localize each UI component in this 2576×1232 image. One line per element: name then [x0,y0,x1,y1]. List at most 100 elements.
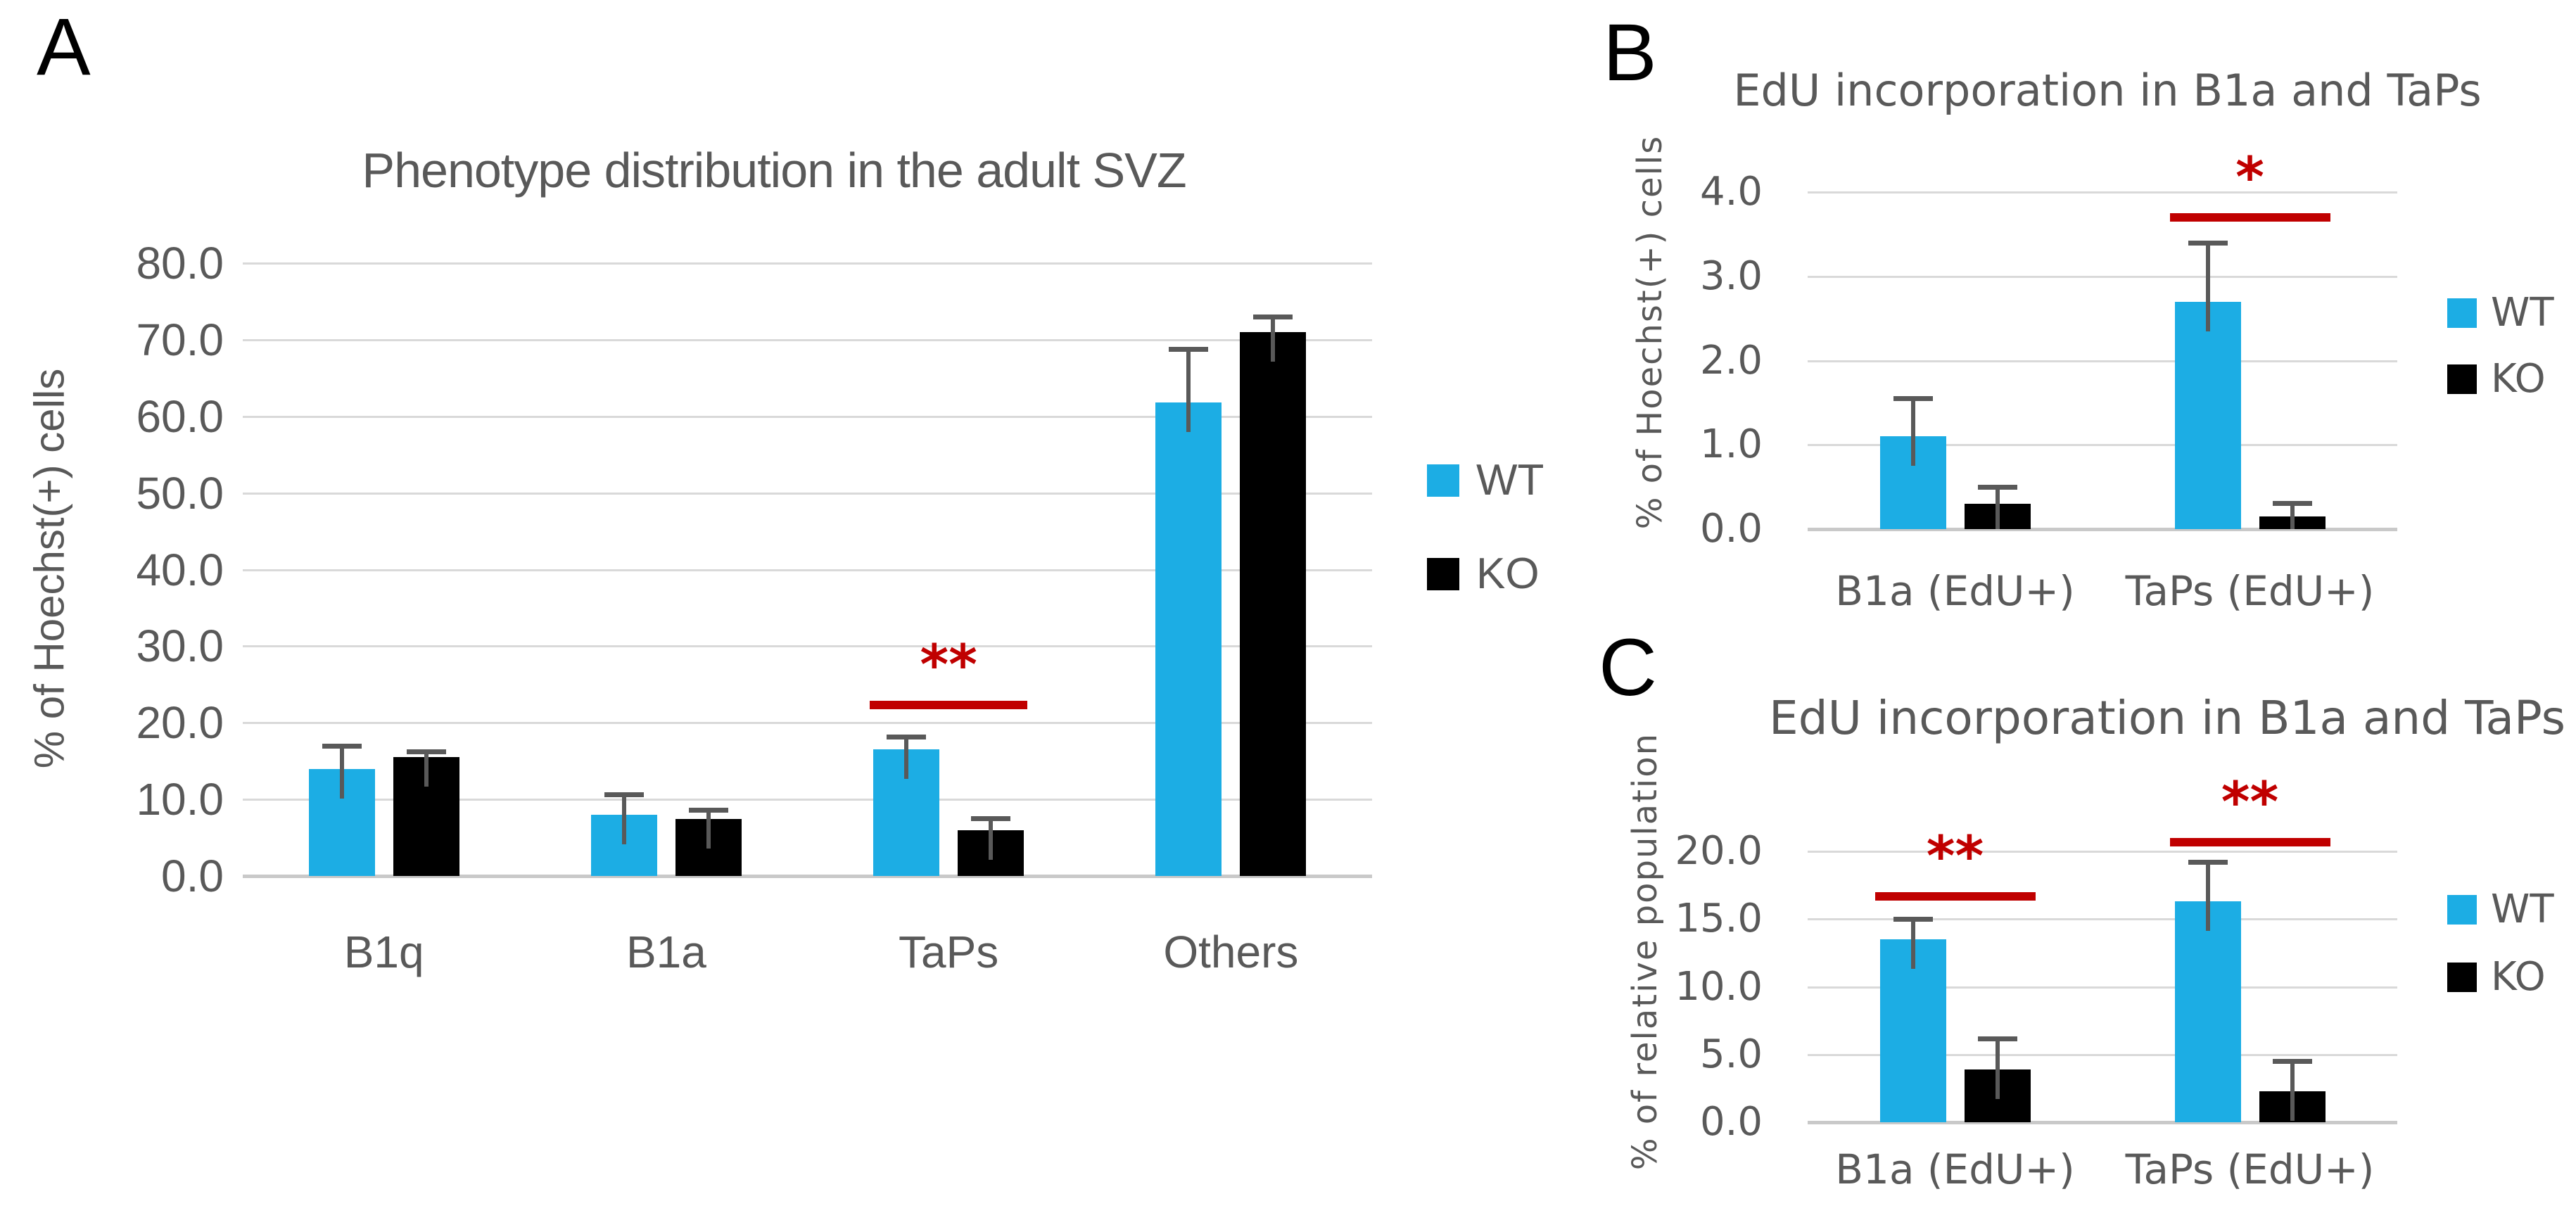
category-label: B1a (EdU+) [1835,567,2075,615]
significance-stars: ** [2221,770,2279,834]
error-bar-line-ko [1995,1038,2000,1099]
error-bar-cap-wt [1169,346,1209,352]
category-label: TaPs (EdU+) [2125,567,2375,615]
error-bar-line-wt [621,794,626,844]
y-tick-label: 3.0 [1699,253,1763,299]
y-tick-label: 60.0 [136,391,224,442]
error-bar-cap-wt [1893,396,1933,402]
legend-swatch-ko [1427,558,1459,590]
error-bar-cap-wt [2188,240,2228,246]
y-tick-label: 0.0 [161,851,224,901]
y-tick-label: 5.0 [1699,1031,1763,1077]
x-axis-baseline [1808,528,2397,531]
gridline [243,799,1372,801]
error-bar-line-ko [1271,317,1276,362]
error-bar-cap-ko [688,808,728,813]
gridline [1808,1053,2397,1056]
error-bar-line-wt [339,745,344,799]
error-bar-line-wt [2205,862,2210,932]
bar-ko [1240,331,1307,876]
legend-label-ko: KO [1476,550,1540,598]
panel-a-letter: A [37,2,91,92]
y-tick-label: 30.0 [136,621,224,671]
x-axis-baseline [1808,1121,2397,1124]
category-label: Others [1163,927,1299,977]
error-bar-line-ko [989,818,994,860]
y-tick-label: 15.0 [1675,896,1763,941]
gridline [243,492,1372,495]
gridline [243,645,1372,648]
category-label: B1a (EdU+) [1835,1145,2075,1193]
legend-label-ko: KO [2491,954,2546,1000]
error-bar-cap-ko [406,749,446,754]
y-tick-label: 20.0 [136,697,224,748]
y-tick-label: 10.0 [1675,964,1763,1010]
legend-label-wt: WT [2491,887,2554,932]
panel-b-title: EdU incorporation in B1a and TaPs [1733,65,2482,116]
error-bar-line-wt [1186,348,1191,433]
error-bar-cap-wt [604,792,644,797]
bar-wt [2174,901,2241,1122]
legend-label-wt: WT [1476,456,1544,504]
legend-swatch-wt [2447,298,2477,328]
significance-line [2169,212,2330,222]
error-bar-cap-wt [887,734,927,739]
significance-stars: ** [920,634,977,698]
panel-a-title: Phenotype distribution in the adult SVZ [362,143,1186,198]
bar-wt [2174,301,2241,529]
panel-c-title: EdU incorporation in B1a and TaPs [1769,691,2565,745]
error-bar-line-ko [2290,502,2295,529]
legend-swatch-ko [2447,364,2477,394]
significance-line [2169,837,2330,846]
error-bar-cap-ko [1977,485,2017,490]
error-bar-cap-wt [322,743,362,749]
error-bar-cap-ko [1977,1036,2017,1041]
error-bar-line-ko [2290,1061,2295,1121]
category-label: TaPs (EdU+) [2125,1145,2375,1193]
gridline [1808,986,2397,989]
error-bar-line-wt [904,736,909,780]
error-bar-cap-wt [1893,917,1933,922]
y-tick-label: 0.0 [1699,1099,1763,1145]
error-bar-line-wt [1910,398,1915,466]
significance-stars: * [2235,146,2264,210]
gridline [243,722,1372,725]
y-tick-label: 1.0 [1699,421,1763,467]
legend-swatch-wt [2447,895,2477,925]
y-tick-label: 4.0 [1699,169,1763,215]
gridline [1808,191,2397,193]
error-bar-cap-wt [2188,860,2228,865]
category-label: B1q [343,927,424,977]
significance-line [1874,891,2036,901]
error-bar-line-wt [2205,242,2210,331]
gridline [1808,851,2397,853]
significance-stars: ** [1926,825,1984,889]
y-tick-label: 0.0 [1699,506,1763,552]
legend-swatch-ko [2447,963,2477,992]
gridline [1808,918,2397,921]
gridline [243,415,1372,418]
error-bar-cap-ko [971,816,1011,822]
y-tick-label: 50.0 [136,468,224,519]
error-bar-cap-ko [2272,500,2312,506]
legend-label-wt: WT [2491,290,2554,336]
significance-line [870,701,1028,710]
bar-wt [1155,402,1222,876]
error-bar-cap-ko [1253,315,1293,320]
category-label: TaPs [898,927,999,977]
y-tick-label: 2.0 [1699,338,1763,383]
x-axis-baseline [243,875,1372,878]
gridline [1808,275,2397,278]
error-bar-line-ko [1995,487,2000,529]
gridline [243,338,1372,341]
gridline [243,262,1372,265]
category-label: B1a [626,927,706,977]
bar-wt [1879,939,1946,1122]
y-tick-label: 40.0 [136,545,224,595]
gridline [1808,444,2397,447]
legend-swatch-wt [1427,464,1459,497]
error-bar-line-ko [424,751,429,787]
error-bar-cap-ko [2272,1059,2312,1065]
y-tick-label: 10.0 [136,774,224,825]
